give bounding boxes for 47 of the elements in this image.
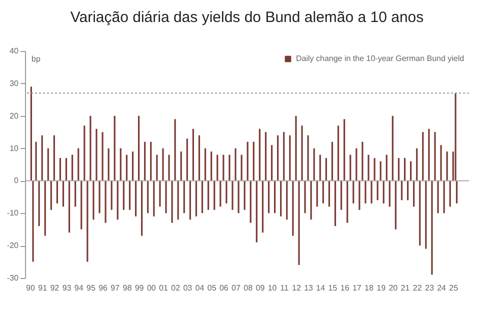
x-tick-label: 21 <box>400 284 410 292</box>
x-tick-label: 95 <box>86 284 96 292</box>
y-tick-label: 40 <box>10 46 20 56</box>
x-tick-label: 13 <box>304 284 314 292</box>
y-tick-label: 30 <box>10 78 20 88</box>
x-tick-label: 00 <box>146 284 156 292</box>
y-tick-label: 10 <box>10 144 20 153</box>
x-tick-label: 90 <box>26 284 36 292</box>
x-tick-label: 11 <box>280 284 290 292</box>
x-tick-label: 92 <box>50 284 60 292</box>
x-tick-label: 17 <box>352 284 362 292</box>
chart-title: Variação diária das yields do Bund alemão a 10 anos <box>70 9 424 26</box>
y-tick-label: -20 <box>6 241 20 250</box>
x-tick-label: 15 <box>328 284 338 292</box>
x-tick-label: 99 <box>134 284 144 292</box>
x-tick-label: 08 <box>244 284 254 292</box>
x-tick-label: 23 <box>424 284 434 292</box>
x-tick-label: 12 <box>292 284 302 292</box>
x-tick-label: 09 <box>256 284 266 292</box>
x-tick-label: 01 <box>159 284 168 292</box>
y-tick-label: 0 <box>14 176 20 186</box>
x-tick-label: 04 <box>195 284 205 292</box>
x-tick-label: 98 <box>122 284 132 292</box>
x-tick-label: 16 <box>340 284 350 292</box>
legend-label: Daily change in the 10-year German Bund yield <box>296 54 464 63</box>
x-tick-label: 24 <box>437 284 447 292</box>
x-tick-label: 03 <box>183 284 193 292</box>
x-tick-label: 05 <box>207 284 217 292</box>
x-tick-label: 02 <box>171 284 181 292</box>
x-tick-label: 94 <box>74 284 84 292</box>
x-tick-label: 22 <box>412 284 422 292</box>
x-tick-label: 18 <box>364 284 374 292</box>
x-tick-label: 19 <box>376 284 386 292</box>
x-tick-label: 96 <box>98 284 108 292</box>
x-tick-label: 14 <box>316 284 326 292</box>
x-tick-label: 07 <box>232 284 242 292</box>
y-tick-label: 20 <box>10 111 20 120</box>
x-tick-label: 06 <box>219 284 229 292</box>
x-tick-label: 91 <box>38 284 48 292</box>
x-tick-label: 25 <box>449 284 459 292</box>
x-tick-label: 20 <box>388 284 398 292</box>
y-tick-label: -10 <box>6 208 20 218</box>
x-tick-label: 10 <box>268 284 278 292</box>
x-tick-label: 97 <box>110 284 120 292</box>
y-tick-label: -30 <box>6 274 20 282</box>
y-axis-title: bp <box>32 54 41 64</box>
x-tick-label: 93 <box>62 284 72 292</box>
